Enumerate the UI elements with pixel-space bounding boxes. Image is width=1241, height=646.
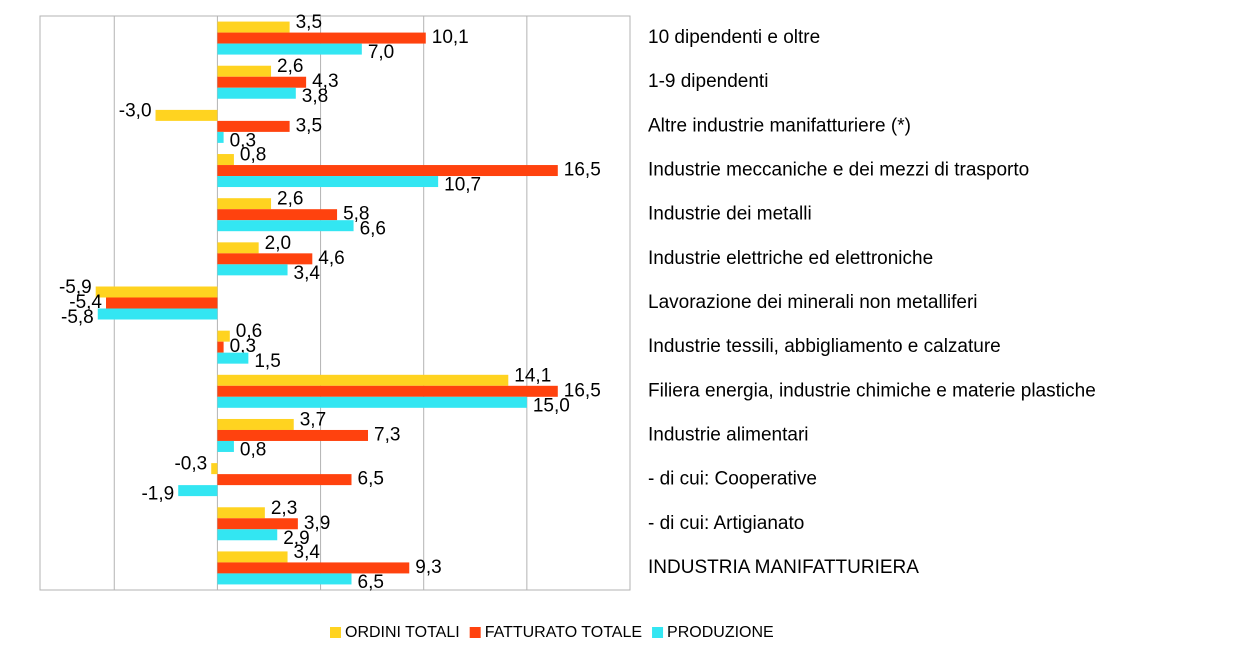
value-label: -1,9 bbox=[141, 484, 174, 505]
bar bbox=[217, 242, 259, 254]
bar bbox=[217, 385, 558, 397]
category-label: Altre industrie manifatturiere (*) bbox=[648, 115, 911, 136]
value-label: 4,3 bbox=[312, 71, 338, 92]
bar bbox=[97, 308, 218, 320]
category-label: - di cui: Artigianato bbox=[648, 513, 804, 534]
bar bbox=[217, 120, 290, 132]
bar bbox=[217, 220, 354, 232]
bar bbox=[217, 562, 410, 574]
value-label: 2,0 bbox=[265, 233, 291, 254]
bar bbox=[217, 21, 290, 33]
value-label: 2,6 bbox=[277, 189, 303, 210]
bar bbox=[217, 131, 224, 143]
legend-swatch bbox=[469, 627, 481, 638]
bar bbox=[217, 32, 426, 44]
category-label: Industrie meccaniche e dei mezzi di tras… bbox=[648, 160, 1029, 181]
bar bbox=[217, 352, 249, 364]
category-label: 10 dipendenti e oltre bbox=[648, 27, 820, 48]
bar bbox=[217, 198, 272, 210]
value-label: 1,5 bbox=[254, 351, 280, 372]
bar bbox=[217, 474, 352, 486]
bar bbox=[217, 418, 294, 430]
value-label: 10,7 bbox=[444, 175, 481, 196]
value-label: 10,1 bbox=[432, 27, 469, 48]
value-label: 4,6 bbox=[318, 248, 344, 269]
value-label: 0,8 bbox=[240, 439, 266, 460]
legend-label: FATTURATO TOTALE bbox=[485, 624, 642, 641]
value-label: 7,0 bbox=[368, 42, 394, 63]
bar bbox=[155, 109, 218, 121]
value-label: 16,5 bbox=[564, 160, 601, 181]
bar bbox=[178, 485, 218, 497]
value-label: 6,6 bbox=[360, 219, 386, 240]
value-label: 2,6 bbox=[277, 56, 303, 77]
bar bbox=[217, 440, 234, 452]
bar bbox=[217, 374, 509, 386]
bar bbox=[217, 209, 338, 221]
value-label: 2,9 bbox=[283, 528, 309, 549]
value-label: 9,3 bbox=[415, 557, 441, 578]
bar bbox=[217, 87, 296, 99]
bar bbox=[217, 76, 307, 88]
bar bbox=[217, 551, 288, 563]
bar bbox=[217, 429, 369, 441]
bar bbox=[217, 253, 313, 265]
value-label: 0,3 bbox=[230, 336, 256, 357]
value-label: 3,9 bbox=[304, 513, 330, 534]
value-label: 16,5 bbox=[564, 380, 601, 401]
category-label: Industrie dei metalli bbox=[648, 204, 812, 225]
category-label: Industrie tessili, abbigliamento e calza… bbox=[648, 336, 1001, 357]
bar bbox=[217, 573, 352, 585]
legend-label: PRODUZIONE bbox=[667, 624, 774, 641]
category-label: INDUSTRIA MANIFATTURIERA bbox=[648, 557, 919, 578]
value-label: 14,1 bbox=[514, 365, 551, 386]
value-label: -5,4 bbox=[69, 292, 102, 313]
value-label: -3,0 bbox=[119, 100, 152, 121]
legend-label: ORDINI TOTALI bbox=[345, 624, 460, 641]
value-label: 3,5 bbox=[296, 12, 322, 33]
value-label: 6,5 bbox=[358, 572, 384, 593]
category-label: 1-9 dipendenti bbox=[648, 71, 768, 92]
bar bbox=[217, 65, 272, 77]
value-label: 0,3 bbox=[230, 130, 256, 151]
bar bbox=[95, 286, 218, 298]
value-label: 5,8 bbox=[343, 204, 369, 225]
value-label: 7,3 bbox=[374, 424, 400, 445]
category-label: Industrie alimentari bbox=[648, 424, 809, 445]
category-label: Filiera energia, industrie chimiche e ma… bbox=[648, 380, 1096, 401]
value-label: -5,9 bbox=[59, 277, 92, 298]
bar bbox=[217, 154, 234, 166]
bar bbox=[217, 176, 439, 188]
value-label: 6,5 bbox=[358, 469, 384, 490]
value-label: -5,8 bbox=[61, 307, 94, 328]
value-label: 3,4 bbox=[294, 263, 321, 284]
legend-swatch bbox=[652, 627, 664, 638]
category-label: - di cui: Cooperative bbox=[648, 469, 817, 490]
value-label: 3,7 bbox=[300, 409, 326, 430]
bar bbox=[217, 43, 362, 55]
bar bbox=[217, 529, 278, 541]
bar bbox=[217, 518, 298, 530]
bar bbox=[217, 341, 224, 353]
category-label: Industrie elettriche ed elettroniche bbox=[648, 248, 933, 269]
bar bbox=[217, 330, 230, 342]
bar bbox=[217, 507, 265, 519]
value-label: 15,0 bbox=[533, 395, 570, 416]
value-label: 3,8 bbox=[302, 86, 328, 107]
value-label: 3,5 bbox=[296, 115, 322, 136]
plot-border bbox=[39, 15, 631, 591]
legend-swatch bbox=[330, 627, 341, 638]
bar bbox=[217, 264, 288, 276]
value-label: 2,3 bbox=[271, 498, 297, 519]
value-label: 0,8 bbox=[240, 145, 266, 166]
value-label: 3,4 bbox=[294, 542, 321, 563]
bar bbox=[217, 396, 527, 408]
value-label: 0,6 bbox=[236, 321, 262, 342]
bar bbox=[217, 165, 558, 177]
value-label: -0,3 bbox=[174, 454, 207, 475]
bar bbox=[106, 297, 218, 309]
bar bbox=[211, 463, 218, 475]
category-label: Lavorazione dei minerali non metalliferi bbox=[648, 292, 978, 313]
